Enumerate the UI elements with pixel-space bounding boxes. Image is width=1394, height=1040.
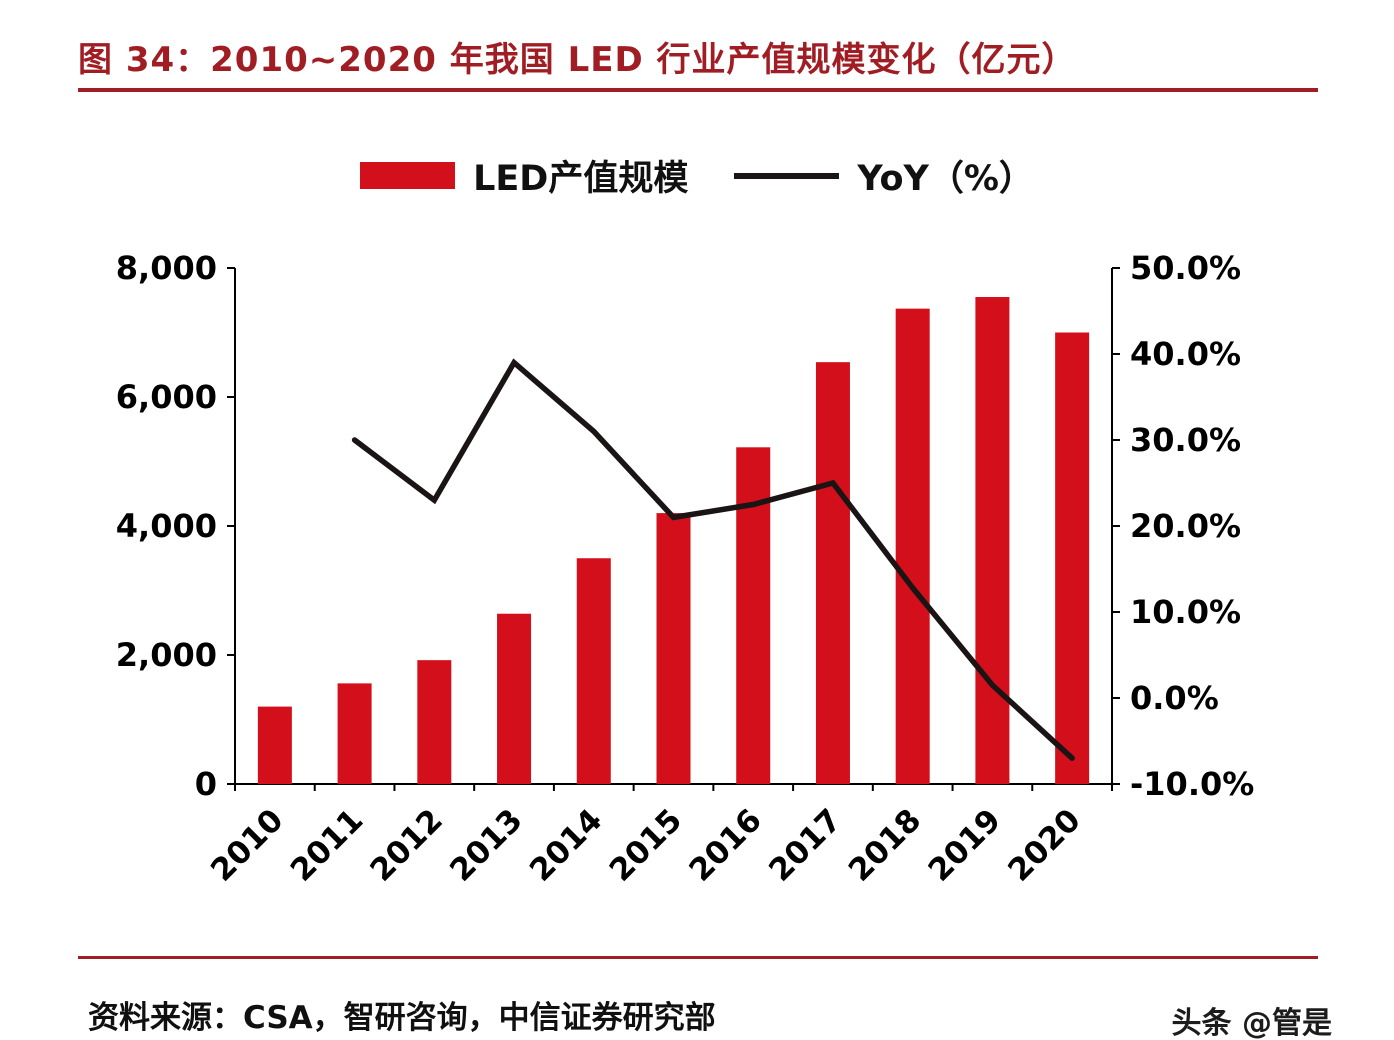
legend-line-swatch [734, 172, 840, 179]
x-axis-label-2019: 2019 [922, 802, 1008, 888]
bar-2018 [895, 308, 930, 784]
x-axis-label-2011: 2011 [284, 802, 370, 888]
left-axis-tick-label: 6,000 [116, 378, 217, 416]
x-axis-label-2016: 2016 [682, 802, 768, 888]
bar-2017 [815, 362, 850, 784]
x-axis-label-2018: 2018 [842, 802, 928, 888]
left-axis-tick-label: 0 [195, 765, 217, 803]
bar-2020 [1055, 332, 1090, 784]
legend-item-line: YoY（%） [734, 150, 1034, 201]
right-axis-tick-label: 20.0% [1130, 507, 1241, 545]
x-axis-label-2013: 2013 [443, 802, 529, 888]
title-divider [78, 88, 1318, 92]
chart-legend: LED产值规模 YoY（%） [0, 150, 1394, 201]
right-axis-tick-label: 30.0% [1130, 421, 1241, 459]
x-axis-label-2017: 2017 [762, 802, 848, 888]
right-axis-tick-label: -10.0% [1130, 765, 1254, 803]
right-axis-tick-label: 10.0% [1130, 593, 1241, 631]
right-axis-tick-label: 40.0% [1130, 335, 1241, 373]
bar-2012 [417, 660, 452, 784]
x-axis-label-2010: 2010 [204, 802, 290, 888]
bar-2014 [576, 558, 611, 784]
x-axis-label-2014: 2014 [523, 802, 609, 888]
left-axis-tick-label: 8,000 [116, 249, 217, 287]
source-note: 资料来源：CSA，智研咨询，中信证券研究部 [88, 1000, 716, 1036]
chart-canvas: 0 2,000 4,000 6,000 8,000 -10.0% 0.0% 10.0% 20.0… [116, 249, 1255, 889]
legend-bar-swatch [360, 162, 456, 189]
left-axis-tick-label: 2,000 [116, 636, 217, 674]
bar-2015 [656, 513, 691, 784]
bar-2019 [975, 297, 1010, 784]
bar-2016 [736, 447, 771, 784]
bar-2011 [337, 683, 372, 784]
bar-2010 [257, 706, 292, 784]
x-axis-label-2015: 2015 [603, 802, 689, 888]
legend-bar-label: LED产值规模 [473, 159, 689, 199]
figure-title: 图 34：2010~2020 年我国 LED 行业产值规模变化（亿元） [78, 40, 1077, 80]
right-axis-tick-label: 50.0% [1130, 249, 1241, 287]
yoy-line [351, 358, 1075, 761]
bar-2013 [497, 613, 532, 784]
x-axis-label-2020: 2020 [1001, 802, 1087, 888]
x-axis-label-2012: 2012 [364, 802, 450, 888]
right-axis-tick-label: 0.0% [1130, 679, 1219, 717]
legend-item-bar: LED产值规模 [360, 150, 688, 201]
footer-divider [78, 956, 1318, 959]
watermark: 头条 @管是 [1171, 1006, 1332, 1040]
left-axis-tick-label: 4,000 [116, 507, 217, 545]
legend-line-label: YoY（%） [857, 159, 1034, 199]
